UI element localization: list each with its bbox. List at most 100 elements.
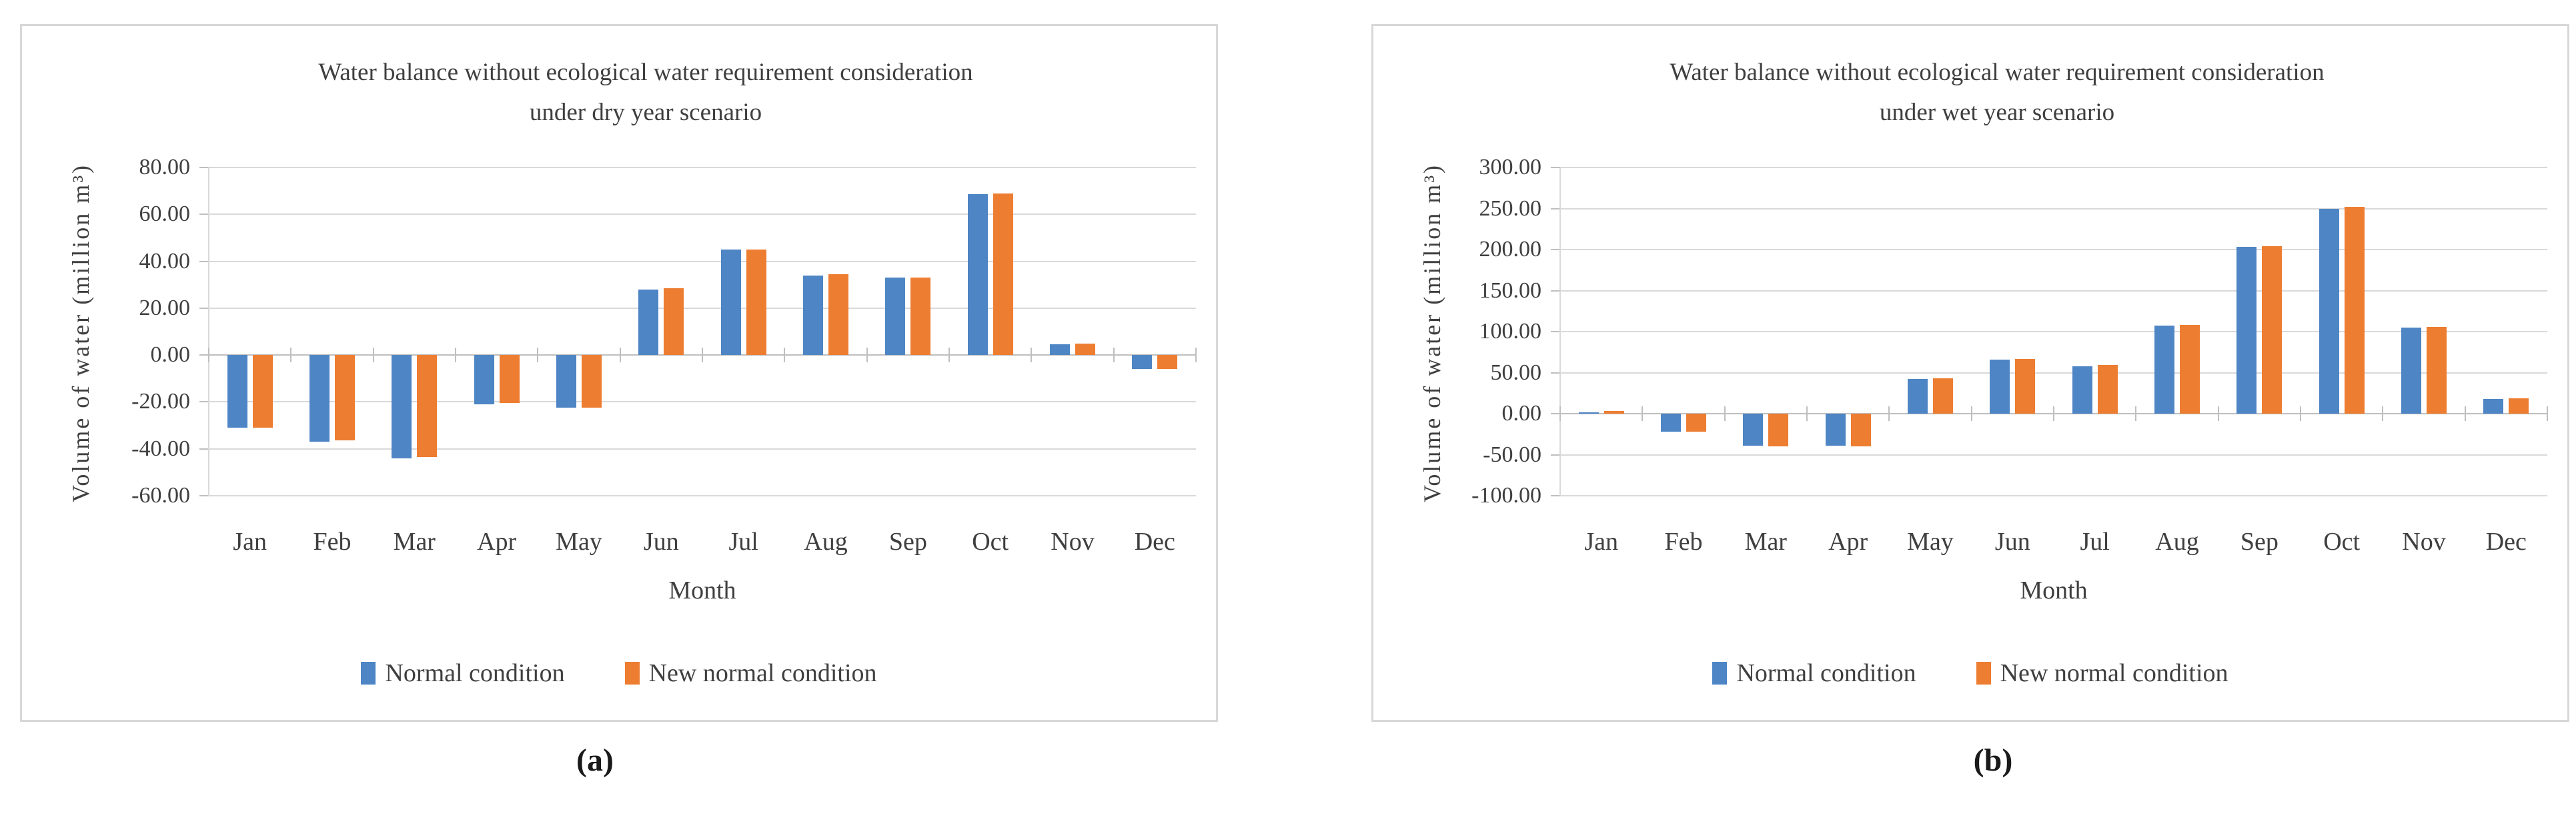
x-axis-tick <box>1113 348 1115 363</box>
legend-label-new-normal: New normal condition <box>648 659 877 687</box>
y-tick-label: 100.00 <box>1479 319 1542 344</box>
x-axis-tick <box>2300 406 2301 421</box>
gridline <box>1560 249 2547 250</box>
chart-title-line2: under dry year scenario <box>529 99 762 126</box>
bar-new-normal-sep <box>910 278 931 356</box>
y-tick-label: 250.00 <box>1479 195 1542 221</box>
legend-swatch-new-normal <box>1976 662 1991 685</box>
y-tick-label: 80.00 <box>139 155 191 179</box>
bar-new-normal-nov <box>1075 343 1095 356</box>
chart-title-line1: Water balance without ecological water r… <box>318 59 973 86</box>
bar-normal-aug <box>803 275 823 356</box>
legend-item-new-normal: New normal condition <box>1976 659 2228 688</box>
y-axis-tick <box>199 495 209 496</box>
y-axis-tick <box>1551 331 1560 332</box>
bar-normal-sep <box>885 278 906 356</box>
y-axis-tick <box>199 401 209 403</box>
x-axis-title: Month <box>668 576 736 604</box>
legend-item-new-normal: New normal condition <box>624 659 877 688</box>
y-axis-tick <box>1551 249 1560 250</box>
gridline <box>1560 290 2547 292</box>
y-axis-tick <box>1551 413 1560 414</box>
chart-title: Water balance without ecological water r… <box>1453 53 2541 133</box>
bar-normal-dec <box>2483 398 2504 414</box>
month-label: Dec <box>1134 528 1175 556</box>
gridline <box>209 214 1196 216</box>
bar-normal-oct <box>967 194 988 356</box>
bar-new-normal-feb <box>335 355 355 441</box>
gridline <box>1560 167 2547 168</box>
bar-normal-jul <box>2072 366 2092 414</box>
gridline <box>209 260 1196 262</box>
y-tick-label: -50.00 <box>1483 442 1541 467</box>
chart-panel-wet-year: Water balance without ecological water r… <box>1371 24 2569 722</box>
y-tick-label: 300.00 <box>1479 155 1542 179</box>
x-axis-tick <box>1559 406 1561 421</box>
month-label: Sep <box>2240 528 2279 556</box>
x-axis-tick <box>784 348 786 363</box>
bar-normal-apr <box>1825 414 1846 446</box>
y-axis-tick <box>1551 208 1560 210</box>
bar-new-normal-may <box>582 355 602 408</box>
chart-title-line1: Water balance without ecological water r… <box>1670 59 2325 86</box>
chart-title-line2: under wet year scenario <box>1879 99 2115 126</box>
legend-label-normal: Normal condition <box>385 659 565 687</box>
bar-normal-may <box>1908 379 1928 414</box>
bar-normal-apr <box>474 355 494 404</box>
legend-swatch-normal <box>1712 662 1728 685</box>
y-axis-tick <box>199 214 209 216</box>
bar-normal-nov <box>2401 327 2421 414</box>
legend-label-normal: Normal condition <box>1736 659 1916 687</box>
plot-area: 80.00 60.00 40.00 20.00 0.00 -20.00 -40.00 -60.… <box>22 26 1216 720</box>
bar-new-normal-mar <box>1768 414 1789 447</box>
bar-new-normal-sep <box>2262 246 2283 414</box>
bar-new-normal-aug <box>828 274 848 356</box>
x-axis-tick <box>290 348 292 363</box>
bar-normal-may <box>556 355 576 408</box>
bar-normal-dec <box>1132 355 1153 370</box>
bar-new-normal-nov <box>2427 326 2447 414</box>
gridline <box>1560 454 2547 456</box>
y-axis-tick <box>1551 495 1560 496</box>
bar-normal-oct <box>2319 208 2339 414</box>
month-label: Apr <box>1828 528 1868 556</box>
bar-new-normal-aug <box>2180 325 2200 414</box>
bar-normal-jul <box>720 250 741 356</box>
x-axis-tick <box>1031 348 1033 363</box>
bar-new-normal-feb <box>1686 414 1706 432</box>
y-axis-tick <box>199 448 209 450</box>
gridline <box>209 307 1196 309</box>
x-axis-tick <box>2217 406 2219 421</box>
bar-new-normal-jul <box>746 250 766 356</box>
plot-area: 300.00 250.00 200.00 150.00 100.00 50.00 0.00 -… <box>1373 26 2567 720</box>
month-label: Mar <box>1744 528 1787 556</box>
chart-panel-dry-year: Water balance without ecological water r… <box>20 24 1218 722</box>
y-axis-tick <box>199 260 209 262</box>
chart-title: Water balance without ecological water r… <box>102 53 1189 133</box>
y-tick-label: 40.00 <box>139 248 191 274</box>
x-axis-tick <box>948 348 950 363</box>
month-label: Jun <box>643 528 679 556</box>
x-axis-tick <box>619 348 621 363</box>
bar-new-normal-jun <box>2015 358 2036 414</box>
gridline <box>209 167 1196 168</box>
x-axis-tick <box>1888 406 1890 421</box>
x-axis-tick <box>1970 406 1972 421</box>
y-tick-label: 50.00 <box>1490 360 1542 385</box>
legend: Normal condition New normal condition <box>1373 659 2567 688</box>
month-label: Aug <box>804 528 848 556</box>
y-axis-line <box>1559 167 1561 496</box>
x-axis-tick <box>208 348 209 363</box>
y-axis-tick <box>199 167 209 168</box>
month-label: Oct <box>972 528 1009 556</box>
y-tick-label: 200.00 <box>1479 237 1542 262</box>
y-axis-tick <box>1551 290 1560 292</box>
bar-normal-jan <box>1578 412 1599 414</box>
x-axis-tick <box>702 348 703 363</box>
bar-normal-jan <box>227 355 247 428</box>
y-tick-label: -20.00 <box>131 389 190 414</box>
x-axis-tick <box>455 348 456 363</box>
bar-new-normal-mar <box>417 355 438 457</box>
month-label: Nov <box>2402 528 2446 556</box>
gridline <box>1560 495 2547 496</box>
